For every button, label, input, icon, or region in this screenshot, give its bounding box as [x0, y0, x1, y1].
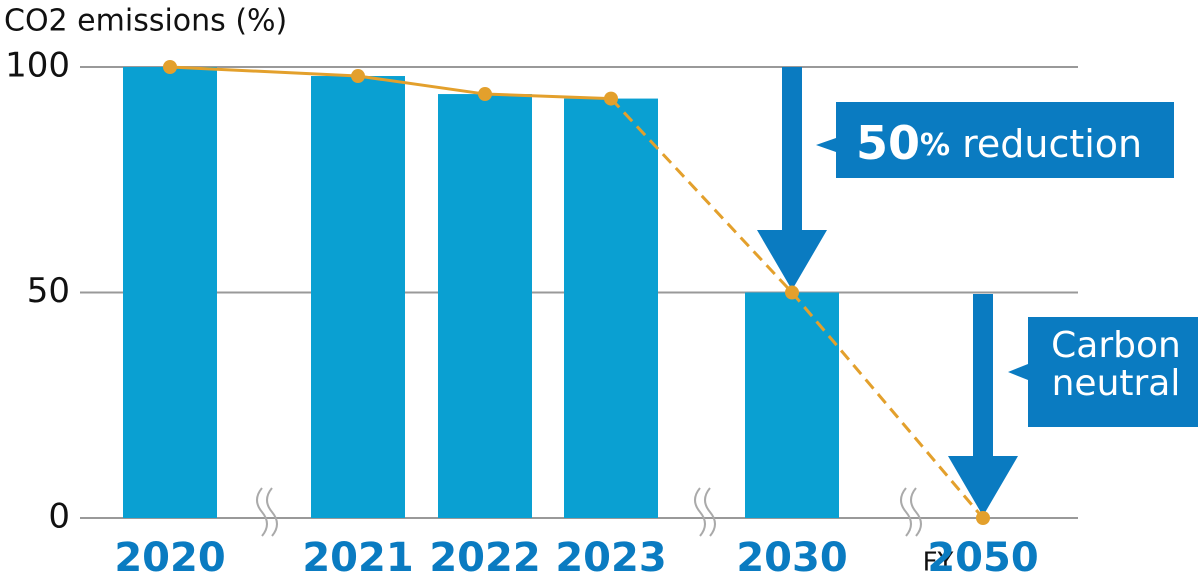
x-tick-label: 2021 [302, 535, 413, 579]
line-segment [790, 291, 985, 519]
line-point [163, 60, 177, 74]
x-axis-label: FY [923, 548, 954, 578]
line-point [478, 87, 492, 102]
line-series [163, 60, 990, 525]
x-tick-label: 2020 [114, 535, 225, 579]
callout-50: 50% reduction [816, 102, 1174, 178]
y-tick-label: 0 [48, 497, 70, 537]
line-point [604, 91, 618, 106]
callout-number: 50 [856, 116, 920, 170]
bar [745, 292, 839, 518]
bar [564, 98, 658, 518]
callout-text: 50% reduction [856, 116, 1142, 170]
axis-breaks [256, 487, 922, 537]
line-point [785, 285, 799, 300]
y-axis-label: CO2 emissions (%) [4, 4, 287, 39]
callout-neutral: Carbon neutral [1008, 317, 1198, 427]
line-segment [169, 65, 359, 78]
line-segment [484, 92, 612, 101]
bar [123, 67, 217, 518]
line-segment [357, 74, 486, 96]
y-tick-label: 50 [27, 271, 70, 311]
bars [123, 67, 839, 519]
line-point [976, 511, 990, 525]
callout-line: neutral [1052, 363, 1181, 404]
x-tick-label: 2023 [555, 535, 666, 579]
x-tick-label: 2030 [736, 535, 847, 579]
callout-line: Carbon [1051, 325, 1181, 366]
arrows [757, 67, 1018, 516]
line-segment [609, 97, 794, 294]
x-tick-label: 2022 [429, 535, 540, 579]
y-tick-label: 100 [5, 46, 70, 86]
callout-unit: % [920, 128, 950, 163]
line-point [351, 69, 365, 84]
bar [311, 76, 405, 519]
bar [438, 94, 532, 518]
callout-word: reduction [962, 122, 1142, 166]
x-tick-label: 2050 [927, 535, 1038, 579]
